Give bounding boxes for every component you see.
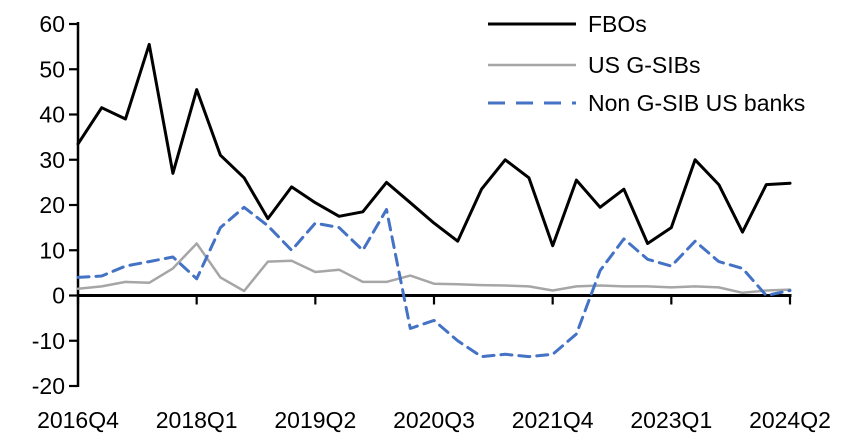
x-tick-label: 2023Q1 — [630, 407, 712, 433]
y-tick-label: 20 — [39, 192, 65, 218]
legend-label: Non G-SIB US banks — [588, 90, 805, 116]
legend-item-us-g-sibs: US G-SIBs — [488, 52, 700, 78]
x-tick-label: 2016Q4 — [37, 407, 119, 433]
y-tick-label: -20 — [32, 373, 65, 399]
y-tick-label: 40 — [39, 102, 65, 128]
y-tick-label: 30 — [39, 147, 65, 173]
y-tick-label: 50 — [39, 56, 65, 82]
x-tick-label: 2019Q2 — [274, 407, 356, 433]
series-line-fbos — [76, 42, 792, 248]
y-tick-label: -10 — [32, 328, 65, 354]
x-tick-label: 2020Q3 — [393, 407, 475, 433]
x-tick-label: 2024Q2 — [749, 407, 831, 433]
legend-item-fbos: FBOs — [488, 11, 647, 37]
legend-label: FBOs — [588, 11, 647, 37]
y-tick-label: 0 — [52, 283, 65, 309]
legend-label: US G-SIBs — [588, 52, 700, 78]
y-tick-label: 10 — [39, 237, 65, 263]
y-tick-label: 60 — [39, 11, 65, 37]
x-tick-label: 2018Q1 — [156, 407, 238, 433]
x-tick-label: 2021Q4 — [512, 407, 594, 433]
legend-item-non-g-sib-us-banks: Non G-SIB US banks — [488, 90, 805, 116]
series-line-us-g-sibs — [76, 242, 792, 295]
series-line-non-g-sib-us-banks — [76, 205, 792, 359]
